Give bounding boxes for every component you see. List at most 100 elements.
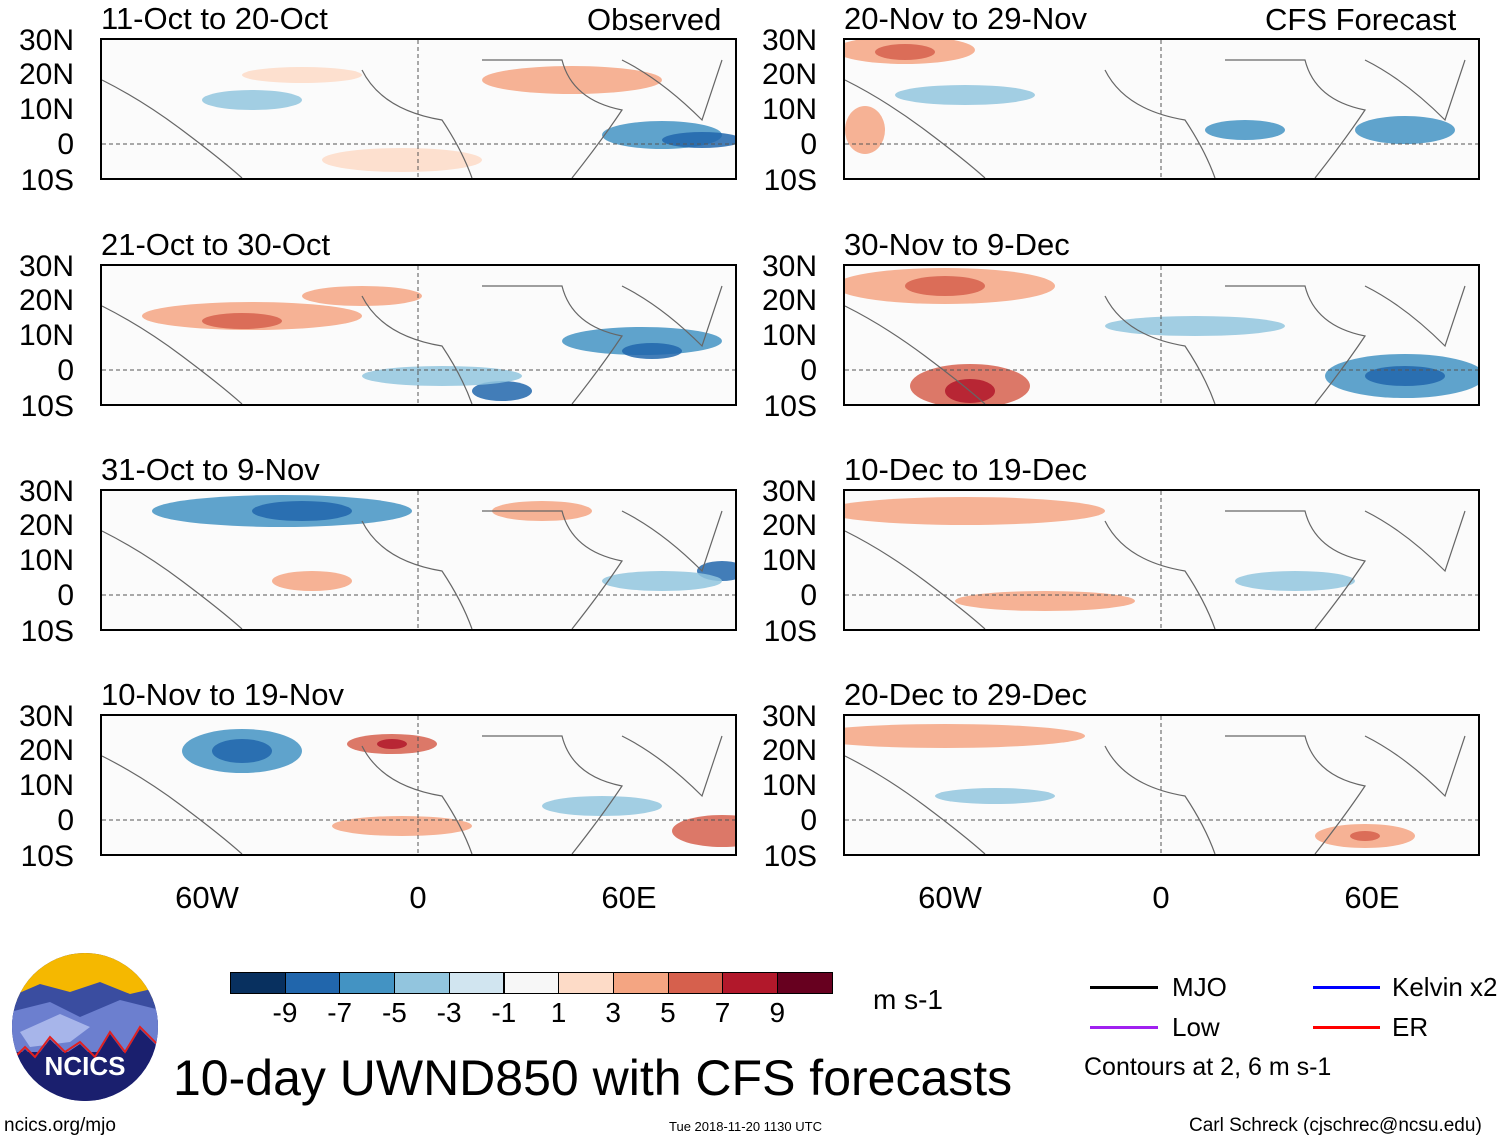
lon-tick-label: 60W xyxy=(918,880,982,915)
colorbar-swatch xyxy=(448,972,505,994)
lat-tick-label: 30N xyxy=(18,475,74,508)
panel-title: 31-Oct to 9-Nov xyxy=(101,452,320,487)
map-panel-1 xyxy=(100,38,737,180)
anomaly-shading xyxy=(955,591,1135,611)
colorbar-label: 9 xyxy=(769,997,786,1028)
lat-tick-label: 30N xyxy=(18,24,74,57)
anomaly-shading xyxy=(1350,831,1380,841)
coastline xyxy=(102,285,723,404)
map-panel-8 xyxy=(843,714,1480,856)
anomaly-shading xyxy=(542,796,662,816)
legend-low-label: Low xyxy=(1172,1012,1220,1042)
figure-title: 10-day UWND850 with CFS forecasts xyxy=(173,1050,1013,1106)
colorbar-swatch xyxy=(503,972,560,994)
author-credit: Carl Schreck (cjschrec@ncsu.edu) xyxy=(1189,1115,1482,1136)
anomaly-shading xyxy=(662,132,735,148)
lon-tick-label: 60E xyxy=(601,880,657,915)
lat-tick-label: 10S xyxy=(763,164,817,197)
legend-mjo-label: MJO xyxy=(1172,972,1227,1002)
lon-tick-label: 0 xyxy=(409,880,427,915)
map-panel-2 xyxy=(100,264,737,406)
lat-tick-label: 20N xyxy=(761,58,817,91)
lat-tick-label: 30N xyxy=(761,24,817,57)
lat-tick-label: 30N xyxy=(18,250,74,283)
colorbar-label: 5 xyxy=(660,997,676,1028)
lat-tick-label: 10S xyxy=(763,615,817,648)
colorbar-swatch xyxy=(394,972,450,994)
panel-title: 11-Oct to 20-Oct xyxy=(101,1,328,36)
panel-title: 10-Dec to 19-Dec xyxy=(844,452,1087,487)
anomaly-shading xyxy=(875,44,935,60)
lat-tick-label: 0 xyxy=(800,354,817,387)
colorbar-swatch xyxy=(339,972,396,994)
coastline xyxy=(102,735,723,854)
source-link[interactable]: ncics.org/mjo xyxy=(4,1115,116,1136)
lat-tick-label: 0 xyxy=(800,579,817,612)
anomaly-shading xyxy=(362,366,522,386)
lat-tick-label: 20N xyxy=(18,284,74,317)
anomaly-shading xyxy=(562,327,722,355)
lat-tick-label: 10N xyxy=(761,93,817,126)
anomaly-shading xyxy=(242,67,362,83)
anomaly-shading xyxy=(377,739,407,749)
panel-title: 20-Nov to 29-Nov xyxy=(844,1,1087,36)
legend-low-line xyxy=(1090,1026,1158,1029)
colorbar-label: 7 xyxy=(714,997,731,1028)
coastline xyxy=(102,510,723,629)
lat-tick-label: 0 xyxy=(57,128,74,161)
lat-tick-label: 0 xyxy=(800,804,817,837)
colorbar-label: -5 xyxy=(381,997,407,1028)
lat-tick-label: 30N xyxy=(761,250,817,283)
anomaly-shading xyxy=(1235,571,1355,591)
coastline xyxy=(845,285,1466,404)
colorbar-units: m s-1 xyxy=(873,984,943,1015)
lat-tick-label: 10N xyxy=(18,544,74,577)
lat-tick-label: 10N xyxy=(761,544,817,577)
lat-tick-label: 20N xyxy=(761,284,817,317)
lat-tick-label: 10N xyxy=(18,769,74,802)
anomaly-shading xyxy=(845,106,885,154)
anomaly-shading xyxy=(672,815,735,847)
anomaly-shading xyxy=(1205,120,1285,140)
anomaly-shading xyxy=(905,276,985,296)
map-panel-7 xyxy=(843,489,1480,631)
legend-kelvin-line xyxy=(1313,986,1380,989)
anomaly-shading xyxy=(1355,116,1455,144)
colorbar-swatch xyxy=(612,972,669,994)
anomaly-shading xyxy=(202,90,302,110)
contour-note: Contours at 2, 6 m s-1 xyxy=(1084,1053,1332,1081)
colorbar-label: -9 xyxy=(272,997,298,1028)
panel-title: 30-Nov to 9-Dec xyxy=(844,227,1070,262)
lon-tick-label: 0 xyxy=(1152,880,1170,915)
lat-tick-label: 10S xyxy=(20,390,74,423)
legend-er-label: ER xyxy=(1392,1012,1429,1042)
colorbar-label: -7 xyxy=(327,997,353,1028)
anomaly-shading xyxy=(472,381,532,401)
legend-kelvin-label: Kelvin x2 xyxy=(1392,972,1498,1002)
map-panel-3 xyxy=(100,489,737,631)
anomaly-shading xyxy=(602,571,722,591)
lat-tick-label: 20N xyxy=(18,58,74,91)
timestamp: Tue 2018-11-20 1130 UTC xyxy=(669,1119,822,1134)
legend-mjo-line xyxy=(1090,986,1158,989)
lat-tick-label: 20N xyxy=(761,509,817,542)
colorbar-label: 3 xyxy=(605,997,621,1028)
anomaly-shading xyxy=(845,497,1105,525)
map-panel-4 xyxy=(100,714,737,856)
anomaly-shading xyxy=(935,788,1055,804)
anomaly-shading xyxy=(272,571,352,591)
coastline xyxy=(102,59,723,178)
lat-tick-label: 20N xyxy=(761,734,817,767)
lat-tick-label: 10S xyxy=(20,615,74,648)
forecast-label: CFS Forecast xyxy=(1265,2,1457,37)
lat-tick-label: 10S xyxy=(763,390,817,423)
colorbar-swatch xyxy=(558,972,614,994)
lon-tick-label: 60E xyxy=(1344,880,1400,915)
lat-tick-label: 10S xyxy=(20,164,74,197)
anomaly-shading xyxy=(1105,316,1285,336)
ncics-logo: NCICS xyxy=(12,953,158,1101)
anomaly-shading xyxy=(845,724,1085,748)
logo-text: NCICS xyxy=(45,1051,126,1081)
legend-er-line xyxy=(1313,1026,1380,1029)
observed-label: Observed xyxy=(587,2,722,37)
